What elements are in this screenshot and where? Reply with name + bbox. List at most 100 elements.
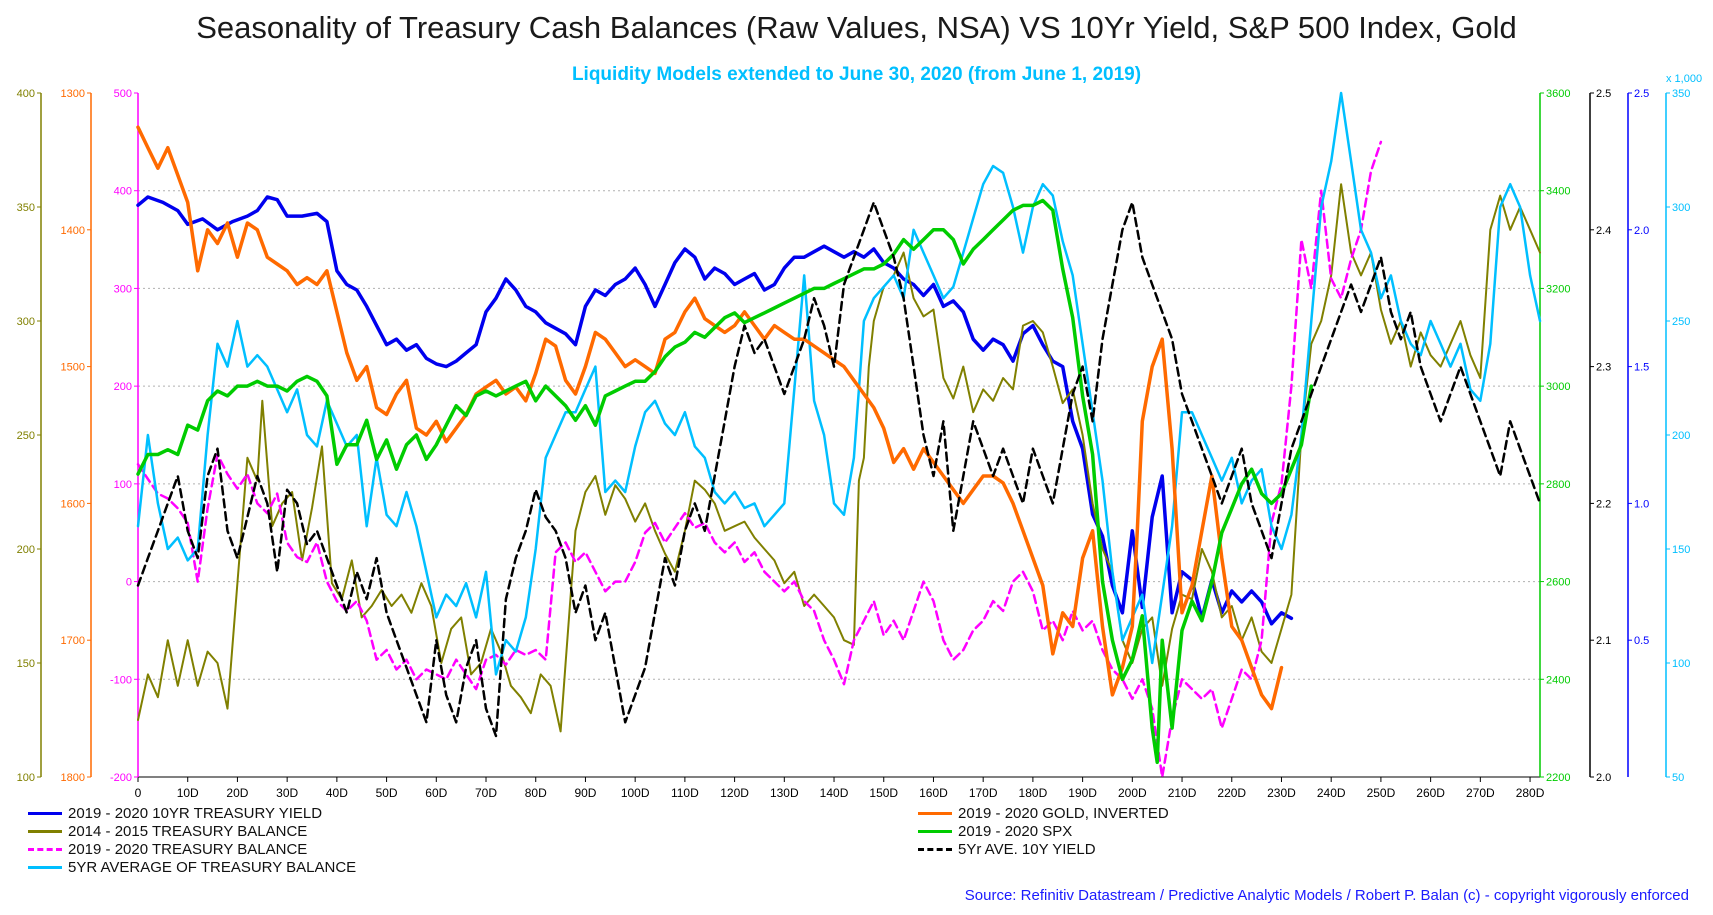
x-tick-label: 150D bbox=[869, 786, 898, 800]
x-tick-label: 180D bbox=[1019, 786, 1048, 800]
yld-axis-tick-label: 2.0 bbox=[1634, 225, 1649, 237]
series-line-2 bbox=[136, 140, 1383, 779]
tsy1920-axis-tick-label: 300 bbox=[114, 283, 132, 295]
chart-title: Seasonality of Treasury Cash Balances (R… bbox=[196, 10, 1517, 45]
legend-item: 5Yr AVE. 10Y YIELD bbox=[918, 841, 1096, 858]
spx-axis-tick-label: 2400 bbox=[1546, 674, 1570, 686]
legend-swatch bbox=[28, 812, 62, 815]
x-tick-label: 10D bbox=[177, 786, 199, 800]
avg5-axis-tick-label: 300 bbox=[1672, 202, 1690, 214]
legend-item: 2019 - 2020 10YR TREASURY YIELD bbox=[28, 805, 322, 822]
avg5-axis-tick-label: 200 bbox=[1672, 430, 1690, 442]
x-tick-label: 160D bbox=[919, 786, 948, 800]
legend-label: 5YR AVERAGE OF TREASURY BALANCE bbox=[68, 859, 357, 876]
gold-axis-tick-label: 1800 bbox=[61, 772, 85, 784]
legend-item: 2019 - 2020 TREASURY BALANCE bbox=[28, 841, 307, 858]
source-note: Source: Refinitiv Datastream / Predictiv… bbox=[964, 887, 1689, 904]
avg5-axis-tick-label: 50 bbox=[1672, 772, 1684, 784]
tsy1920-axis-tick-label: -100 bbox=[110, 674, 132, 686]
yld-axis-tick-label: 1.5 bbox=[1634, 362, 1649, 374]
legend-label: 2019 - 2020 TREASURY BALANCE bbox=[68, 841, 308, 858]
series-line-5 bbox=[136, 198, 1314, 765]
legend-label: 2019 - 2020 SPX bbox=[958, 823, 1073, 840]
tsy1920-axis-tick-label: 100 bbox=[114, 479, 132, 491]
x-tick-label: 90D bbox=[574, 786, 596, 800]
legend-swatch bbox=[28, 848, 62, 851]
tsy1920-axis-tick-label: 0 bbox=[126, 577, 132, 589]
tsy1415-axis-tick-label: 300 bbox=[17, 316, 35, 328]
spx-axis-tick-label: 3000 bbox=[1546, 381, 1570, 393]
gold-axis-tick-label: 1700 bbox=[61, 635, 85, 647]
x-tick-label: 190D bbox=[1068, 786, 1097, 800]
avg5-axis-tick-label: 150 bbox=[1672, 544, 1690, 556]
x-tick-label: 70D bbox=[475, 786, 497, 800]
spx-axis-tick-label: 2800 bbox=[1546, 479, 1570, 491]
legend-label: 2019 - 2020 GOLD, INVERTED bbox=[958, 805, 1169, 822]
x-tick-label: 100D bbox=[621, 786, 650, 800]
yld-axis-tick-label: 1.0 bbox=[1634, 498, 1649, 510]
legend-item: 5YR AVERAGE OF TREASURY BALANCE bbox=[28, 859, 356, 876]
tsy1415-axis-tick-label: 400 bbox=[17, 88, 35, 100]
chart-subtitle: Liquidity Models extended to June 30, 20… bbox=[571, 64, 1142, 85]
series-line-3 bbox=[136, 91, 1542, 676]
tsy1415-axis-tick-label: 100 bbox=[17, 772, 35, 784]
yld-axis-tick-label: 0.5 bbox=[1634, 635, 1649, 647]
spx-axis-tick-label: 3600 bbox=[1546, 88, 1570, 100]
x-tick-label: 110D bbox=[671, 786, 699, 800]
yld5-axis-tick-label: 2.5 bbox=[1596, 88, 1611, 100]
yld-axis-tick-label: 2.5 bbox=[1634, 88, 1649, 100]
legend-swatch bbox=[28, 866, 62, 869]
yld5-axis-tick-label: 2.3 bbox=[1596, 362, 1611, 374]
spx-axis-tick-label: 2200 bbox=[1546, 772, 1570, 784]
avg5-axis-tick-label: 250 bbox=[1672, 316, 1690, 328]
legend-swatch bbox=[918, 830, 952, 833]
tsy1920-axis-tick-label: 200 bbox=[114, 381, 132, 393]
legend-item: 2019 - 2020 SPX bbox=[918, 823, 1072, 840]
gold-axis-tick-label: 1400 bbox=[61, 225, 85, 237]
x-tick-label: 130D bbox=[770, 786, 799, 800]
gold-axis-tick-label: 1500 bbox=[61, 362, 85, 374]
x-tick-label: 230D bbox=[1267, 786, 1296, 800]
legend-item: 2019 - 2020 GOLD, INVERTED bbox=[918, 805, 1169, 822]
x-tick-label: 260D bbox=[1416, 786, 1445, 800]
spx-axis-tick-label: 3200 bbox=[1546, 283, 1570, 295]
legend-label: 5Yr AVE. 10Y YIELD bbox=[958, 841, 1096, 858]
yld5-axis-tick-label: 2.4 bbox=[1596, 225, 1611, 237]
spx-axis-tick-label: 3400 bbox=[1546, 186, 1570, 198]
legend-swatch bbox=[918, 848, 952, 851]
x-tick-label: 280D bbox=[1516, 786, 1545, 800]
x-tick-label: 20D bbox=[226, 786, 248, 800]
x-tick-label: 210D bbox=[1168, 786, 1197, 800]
x-tick-label: 250D bbox=[1367, 786, 1396, 800]
x-tick-label: 40D bbox=[326, 786, 348, 800]
tsy1415-axis-tick-label: 350 bbox=[17, 202, 35, 214]
x-tick-label: 80D bbox=[525, 786, 547, 800]
legend-item: 2014 - 2015 TREASURY BALANCE bbox=[28, 823, 307, 840]
yld5-axis-tick-label: 2.2 bbox=[1596, 498, 1611, 510]
tsy1920-axis-tick-label: 400 bbox=[114, 186, 132, 198]
tsy1920-axis-tick-label: 500 bbox=[114, 88, 132, 100]
series-line-6 bbox=[136, 201, 1542, 738]
x-tick-label: 200D bbox=[1118, 786, 1147, 800]
gold-axis-tick-label: 1600 bbox=[61, 498, 85, 510]
x-tick-label: 270D bbox=[1466, 786, 1495, 800]
x-tick-label: 220D bbox=[1217, 786, 1246, 800]
legend-label: 2014 - 2015 TREASURY BALANCE bbox=[68, 823, 308, 840]
avg5-axis-tick-label: 350 bbox=[1672, 88, 1690, 100]
tsy1415-axis-tick-label: 250 bbox=[17, 430, 35, 442]
legend-swatch bbox=[918, 812, 952, 815]
x-tick-label: 170D bbox=[969, 786, 998, 800]
gold-axis-tick-label: 1300 bbox=[61, 88, 85, 100]
avg5-axis-scale-note: x 1,000 bbox=[1666, 73, 1703, 85]
avg5-axis-tick-label: 100 bbox=[1672, 658, 1690, 670]
tsy1920-axis-tick-label: -200 bbox=[110, 772, 132, 784]
yld5-axis-tick-label: 2.0 bbox=[1596, 772, 1611, 784]
x-tick-label: 0 bbox=[135, 786, 142, 800]
legend-label: 2019 - 2020 10YR TREASURY YIELD bbox=[68, 805, 323, 822]
spx-axis-tick-label: 2600 bbox=[1546, 577, 1570, 589]
tsy1415-axis-tick-label: 150 bbox=[17, 658, 35, 670]
series-line-0 bbox=[136, 195, 1294, 626]
x-tick-label: 60D bbox=[425, 786, 447, 800]
x-tick-label: 30D bbox=[276, 786, 298, 800]
